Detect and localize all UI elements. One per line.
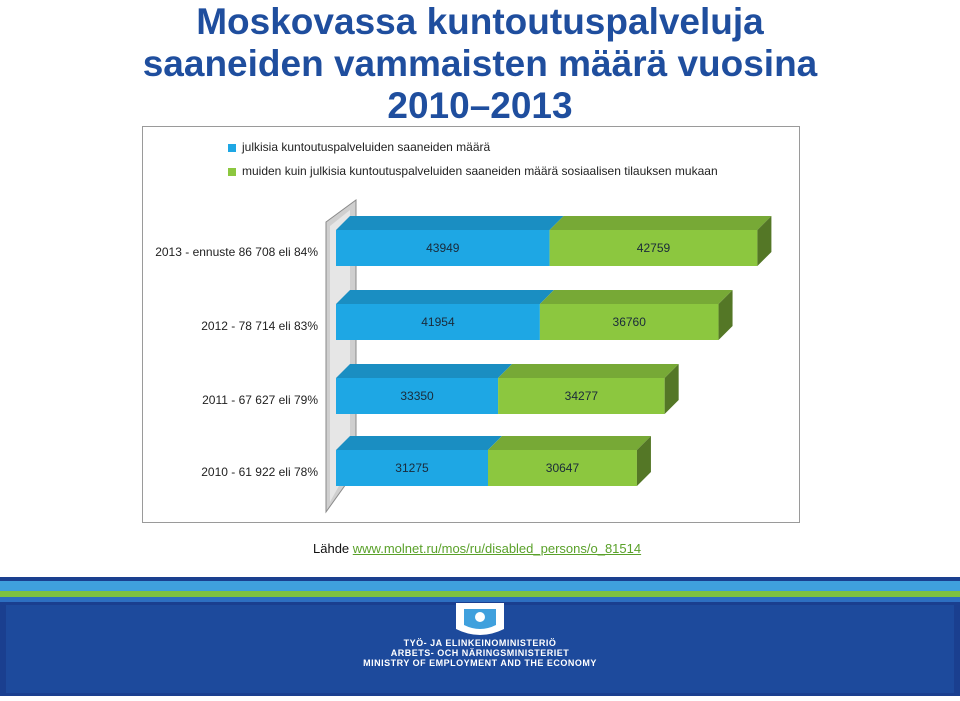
bar-side-face — [757, 216, 772, 266]
category-label: 2012 - 78 714 eli 83% — [201, 319, 318, 333]
bar-top-face — [336, 436, 502, 450]
bar-side-face — [718, 290, 733, 340]
data-label: 42759 — [637, 241, 671, 255]
title-line-1: Moskovassa kuntoutuspalveluja — [196, 1, 764, 42]
bar-segment — [487, 450, 637, 486]
category-label: 2010 - 61 922 eli 78% — [201, 465, 318, 479]
bar-segment — [336, 450, 488, 486]
bar-segment — [336, 230, 550, 266]
bar-top-face — [336, 290, 554, 304]
bar-segment — [549, 230, 758, 266]
chart-side-wall-inner — [330, 210, 350, 502]
lion-emblem-icon — [456, 603, 504, 635]
bar-top-face — [336, 364, 513, 378]
source-prefix: Lähde — [313, 541, 353, 556]
data-label: 31275 — [395, 461, 429, 475]
ministry-name-fi: TYÖ- JA ELINKEINOMINISTERIÖ — [403, 638, 557, 648]
legend-label-other: muiden kuin julkisia kuntoutuspalveluide… — [242, 164, 718, 178]
bar-segment — [336, 304, 540, 340]
bar-top-face — [498, 364, 679, 378]
bar-side-face — [636, 436, 651, 486]
bar-segment — [498, 378, 665, 414]
source-note: Lähde www.molnet.ru/mos/ru/disabled_pers… — [313, 541, 641, 556]
title-line-3: 2010–2013 — [387, 85, 573, 126]
data-label: 33350 — [400, 389, 434, 403]
bar-top-face — [549, 216, 772, 230]
bar-side-face — [664, 364, 679, 414]
footer-banner: TYÖ- JA ELINKEINOMINISTERIÖ ARBETS- OCH … — [0, 577, 960, 696]
source-link[interactable]: www.molnet.ru/mos/ru/disabled_persons/o_… — [352, 541, 642, 556]
legend-label-public: julkisia kuntoutuspalveluiden saaneiden … — [242, 140, 491, 154]
bar-segment — [539, 304, 719, 340]
bar-chart: 2013 - ennuste 86 708 eli 84% 43949 42759 2… — [155, 199, 772, 514]
bar-segment — [336, 378, 499, 414]
footer-stripes — [0, 577, 960, 696]
category-label: 2013 - ennuste 86 708 eli 84% — [155, 245, 318, 259]
bar-top-face — [336, 216, 564, 230]
bar-top-face — [539, 290, 733, 304]
data-label: 30647 — [546, 461, 580, 475]
ministry-name-en: MINISTRY OF EMPLOYMENT AND THE ECONOMY — [363, 658, 597, 668]
bar-top-face — [487, 436, 651, 450]
legend-swatch-public — [228, 144, 236, 152]
data-label: 41954 — [421, 315, 455, 329]
ministry-name-sv: ARBETS- OCH NÄRINGSMINISTERIET — [390, 648, 570, 658]
legend-swatch-other — [228, 168, 236, 176]
data-label: 43949 — [426, 241, 460, 255]
title-line-2: saaneiden vammaisten määrä vuosina — [142, 43, 818, 84]
data-label: 36760 — [613, 315, 647, 329]
category-label: 2011 - 67 627 eli 79% — [202, 393, 318, 407]
data-label: 34277 — [565, 389, 599, 403]
